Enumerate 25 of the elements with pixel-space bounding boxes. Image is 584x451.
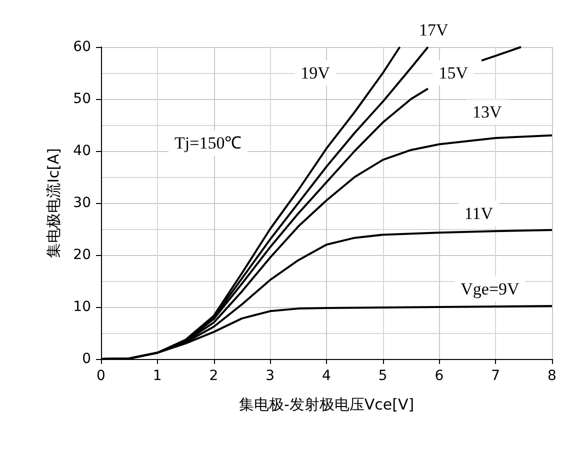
x-tick-label: 8 [548, 368, 556, 384]
annotation: Tj=150℃ [174, 134, 242, 153]
text: 19V [300, 64, 331, 82]
y-tick-label: 50 [73, 91, 91, 107]
series-label: 11V [464, 204, 494, 223]
x-axis-title: 集电极-发射极电压Vce[V] [238, 396, 414, 414]
series-label: 15V [438, 64, 469, 82]
y-tick-label: 20 [73, 247, 91, 263]
y-tick-label: 60 [73, 39, 91, 55]
x-tick-label: 4 [322, 368, 332, 384]
x-tick-label: 3 [266, 368, 275, 384]
series-label: 17V [418, 20, 449, 40]
series-label: Vge=9V [460, 279, 520, 298]
y-tick-label: 30 [73, 195, 91, 211]
x-tick-label: 2 [209, 368, 218, 384]
series-label: 13V [472, 102, 503, 122]
x-tick-label: 1 [152, 368, 162, 384]
x-tick-label: 5 [378, 368, 388, 384]
y-axis-title: 集电极电流Ic[A] [44, 148, 62, 258]
x-tick-label: 7 [491, 368, 500, 384]
y-tick-label: 0 [82, 351, 91, 367]
x-tick-label: 0 [96, 368, 106, 384]
y-tick-label: 40 [73, 143, 91, 159]
y-tick-label: 10 [73, 299, 91, 315]
x-tick-label: 6 [434, 368, 444, 384]
